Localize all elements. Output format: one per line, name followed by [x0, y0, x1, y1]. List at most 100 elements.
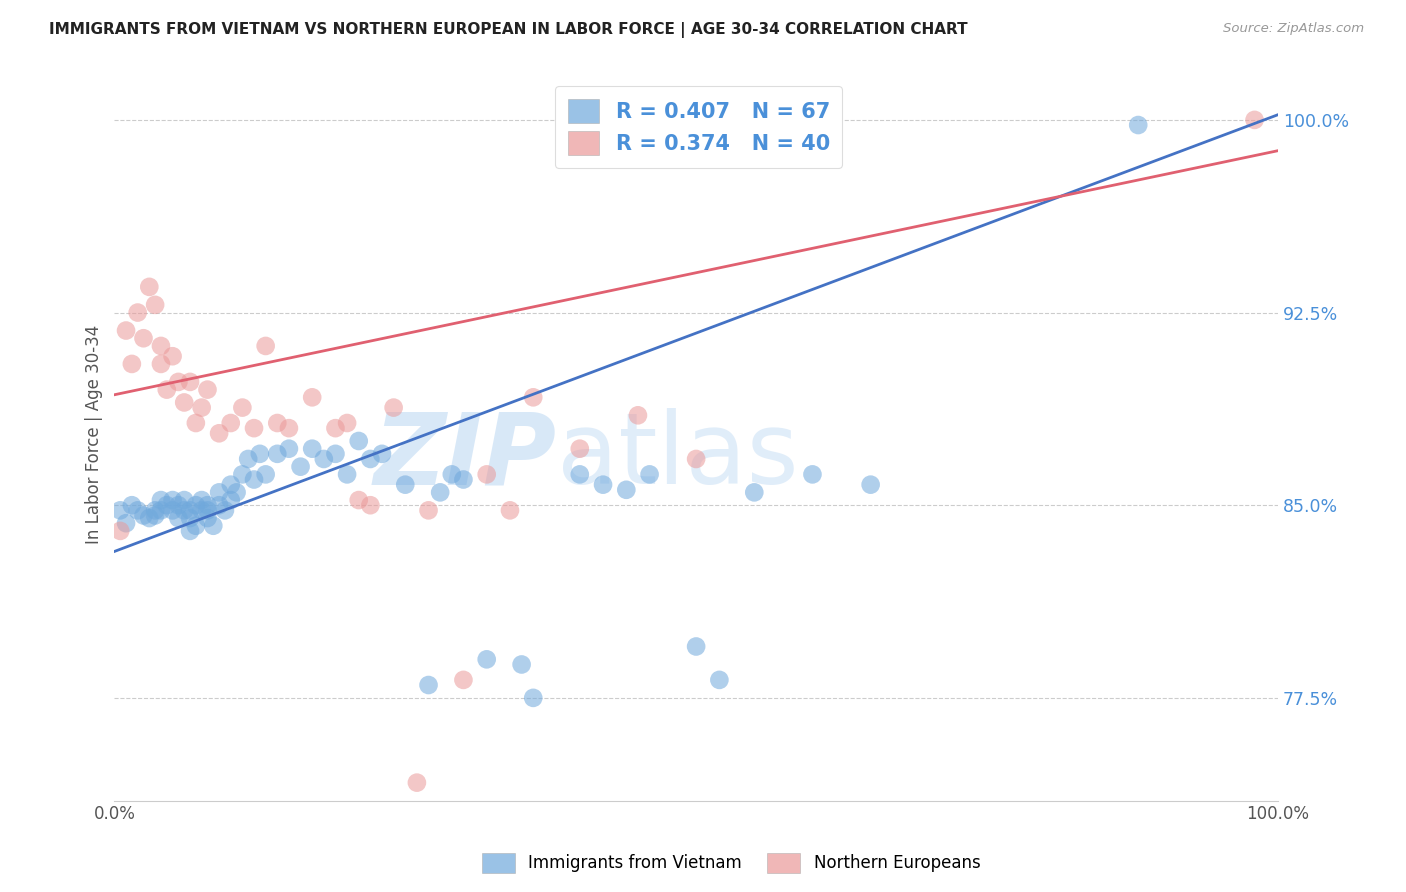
Point	[359, 452, 381, 467]
Point	[208, 485, 231, 500]
Point	[208, 498, 231, 512]
Point	[301, 390, 323, 404]
Point	[156, 498, 179, 512]
Point	[173, 493, 195, 508]
Point	[190, 503, 212, 517]
Point	[197, 383, 219, 397]
Point	[208, 426, 231, 441]
Point	[127, 503, 149, 517]
Point	[859, 477, 882, 491]
Point	[394, 477, 416, 491]
Point	[219, 416, 242, 430]
Point	[225, 485, 247, 500]
Point	[190, 493, 212, 508]
Point	[143, 503, 166, 517]
Point	[127, 305, 149, 319]
Point	[301, 442, 323, 456]
Point	[179, 375, 201, 389]
Point	[336, 467, 359, 482]
Point	[219, 493, 242, 508]
Point	[325, 421, 347, 435]
Point	[475, 652, 498, 666]
Point	[254, 467, 277, 482]
Point	[243, 473, 266, 487]
Point	[266, 416, 288, 430]
Point	[162, 349, 184, 363]
Point	[214, 503, 236, 517]
Legend: R = 0.407   N = 67, R = 0.374   N = 40: R = 0.407 N = 67, R = 0.374 N = 40	[555, 87, 842, 168]
Point	[266, 447, 288, 461]
Point	[277, 421, 299, 435]
Point	[138, 280, 160, 294]
Point	[568, 442, 591, 456]
Point	[179, 503, 201, 517]
Point	[121, 498, 143, 512]
Point	[143, 298, 166, 312]
Point	[162, 503, 184, 517]
Point	[167, 511, 190, 525]
Point	[499, 503, 522, 517]
Point	[197, 498, 219, 512]
Point	[522, 690, 544, 705]
Point	[1128, 118, 1150, 132]
Point	[184, 498, 207, 512]
Point	[347, 493, 370, 508]
Point	[429, 485, 451, 500]
Point	[156, 383, 179, 397]
Point	[685, 452, 707, 467]
Point	[510, 657, 533, 672]
Point	[179, 524, 201, 538]
Point	[121, 357, 143, 371]
Text: atlas: atlas	[557, 408, 799, 505]
Point	[277, 442, 299, 456]
Point	[231, 467, 253, 482]
Point	[336, 416, 359, 430]
Point	[179, 511, 201, 525]
Point	[801, 467, 824, 482]
Point	[418, 678, 440, 692]
Point	[162, 493, 184, 508]
Point	[614, 483, 637, 497]
Point	[254, 339, 277, 353]
Point	[132, 508, 155, 523]
Point	[110, 503, 132, 517]
Point	[219, 477, 242, 491]
Point	[371, 447, 394, 461]
Point	[312, 452, 335, 467]
Point	[167, 375, 190, 389]
Point	[197, 511, 219, 525]
Point	[231, 401, 253, 415]
Point	[184, 416, 207, 430]
Point	[173, 503, 195, 517]
Point	[453, 473, 475, 487]
Point	[418, 503, 440, 517]
Point	[406, 775, 429, 789]
Point	[238, 452, 260, 467]
Point	[347, 434, 370, 448]
Point	[110, 524, 132, 538]
Point	[638, 467, 661, 482]
Point	[568, 467, 591, 482]
Point	[167, 498, 190, 512]
Point	[138, 511, 160, 525]
Point	[173, 395, 195, 409]
Point	[685, 640, 707, 654]
Point	[453, 673, 475, 687]
Point	[627, 409, 650, 423]
Point	[359, 498, 381, 512]
Point	[149, 493, 172, 508]
Legend: Immigrants from Vietnam, Northern Europeans: Immigrants from Vietnam, Northern Europe…	[475, 847, 987, 880]
Point	[243, 421, 266, 435]
Point	[149, 503, 172, 517]
Point	[592, 477, 614, 491]
Y-axis label: In Labor Force | Age 30-34: In Labor Force | Age 30-34	[86, 325, 103, 544]
Point	[115, 324, 138, 338]
Point	[742, 485, 765, 500]
Point	[290, 459, 312, 474]
Text: Source: ZipAtlas.com: Source: ZipAtlas.com	[1223, 22, 1364, 36]
Point	[382, 401, 405, 415]
Point	[197, 503, 219, 517]
Point	[475, 467, 498, 482]
Point	[325, 447, 347, 461]
Point	[709, 673, 731, 687]
